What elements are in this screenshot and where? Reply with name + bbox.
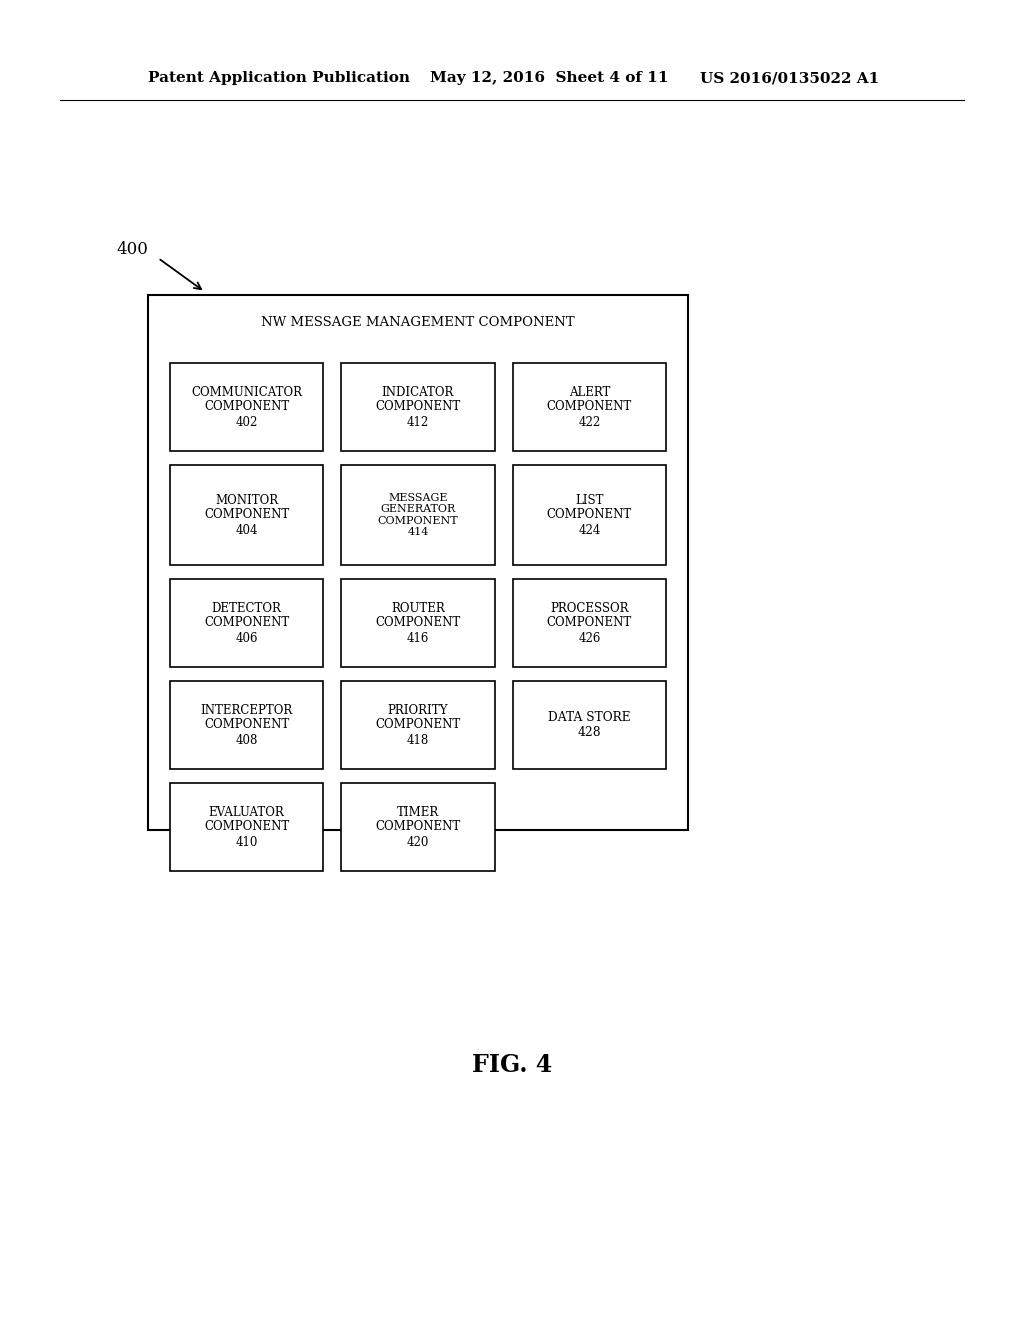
Text: COMMUNICATOR
COMPONENT
402: COMMUNICATOR COMPONENT 402: [191, 385, 302, 429]
Bar: [341, 579, 495, 667]
Text: EVALUATOR
COMPONENT
410: EVALUATOR COMPONENT 410: [204, 805, 290, 849]
Bar: [513, 465, 666, 565]
Bar: [341, 363, 495, 451]
Text: LIST
COMPONENT
424: LIST COMPONENT 424: [547, 494, 632, 536]
Bar: [341, 465, 495, 565]
Text: PRIORITY
COMPONENT
418: PRIORITY COMPONENT 418: [376, 704, 461, 747]
Bar: [148, 294, 688, 830]
Text: US 2016/0135022 A1: US 2016/0135022 A1: [700, 71, 880, 84]
Bar: [170, 681, 324, 770]
Bar: [513, 363, 666, 451]
Bar: [513, 579, 666, 667]
Text: 400: 400: [116, 242, 148, 259]
Text: INTERCEPTOR
COMPONENT
408: INTERCEPTOR COMPONENT 408: [201, 704, 293, 747]
Text: INDICATOR
COMPONENT
412: INDICATOR COMPONENT 412: [376, 385, 461, 429]
Text: May 12, 2016  Sheet 4 of 11: May 12, 2016 Sheet 4 of 11: [430, 71, 669, 84]
Bar: [170, 579, 324, 667]
Text: NW MESSAGE MANAGEMENT COMPONENT: NW MESSAGE MANAGEMENT COMPONENT: [261, 317, 574, 330]
Text: ALERT
COMPONENT
422: ALERT COMPONENT 422: [547, 385, 632, 429]
Text: PROCESSOR
COMPONENT
426: PROCESSOR COMPONENT 426: [547, 602, 632, 644]
Text: FIG. 4: FIG. 4: [472, 1053, 552, 1077]
Bar: [341, 783, 495, 871]
Text: MONITOR
COMPONENT
404: MONITOR COMPONENT 404: [204, 494, 290, 536]
Text: TIMER
COMPONENT
420: TIMER COMPONENT 420: [376, 805, 461, 849]
Bar: [513, 681, 666, 770]
Bar: [170, 363, 324, 451]
Text: DATA STORE
428: DATA STORE 428: [548, 711, 631, 739]
Bar: [341, 681, 495, 770]
Text: Patent Application Publication: Patent Application Publication: [148, 71, 410, 84]
Bar: [170, 783, 324, 871]
Text: ROUTER
COMPONENT
416: ROUTER COMPONENT 416: [376, 602, 461, 644]
Bar: [170, 465, 324, 565]
Text: MESSAGE
GENERATOR
COMPONENT
414: MESSAGE GENERATOR COMPONENT 414: [378, 492, 459, 537]
Text: DETECTOR
COMPONENT
406: DETECTOR COMPONENT 406: [204, 602, 290, 644]
